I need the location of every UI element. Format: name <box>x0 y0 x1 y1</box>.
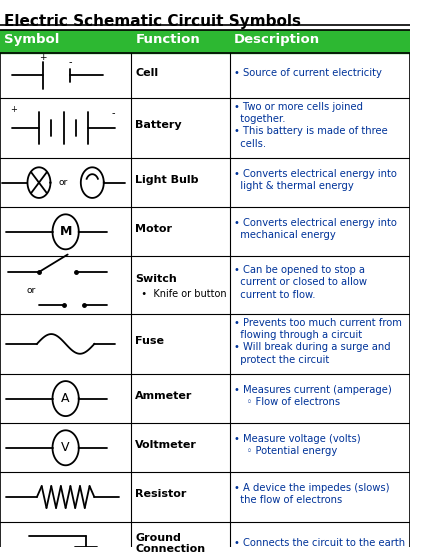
Text: or: or <box>59 178 68 187</box>
Polygon shape <box>27 167 51 198</box>
Text: • Measures current (amperage)
    ◦ Flow of electrons: • Measures current (amperage) ◦ Flow of … <box>234 385 392 407</box>
Polygon shape <box>52 214 79 249</box>
Text: M: M <box>59 225 72 238</box>
Text: • Connects the circuit to the earth: • Connects the circuit to the earth <box>234 538 405 548</box>
Polygon shape <box>52 381 79 416</box>
Text: Switch: Switch <box>135 274 177 284</box>
Text: -: - <box>69 57 72 67</box>
Text: • Two or more cells joined
  together.
• This battery is made of three
  cells.: • Two or more cells joined together. • T… <box>234 102 388 149</box>
Text: Ammeter: Ammeter <box>135 391 193 401</box>
Text: Cell: Cell <box>135 68 158 78</box>
Text: • Measure voltage (volts)
    ◦ Potential energy: • Measure voltage (volts) ◦ Potential en… <box>234 434 361 456</box>
Text: +: + <box>39 53 47 63</box>
Text: Symbol: Symbol <box>4 33 59 47</box>
Text: Resistor: Resistor <box>135 490 187 500</box>
Text: • Source of current electricity: • Source of current electricity <box>234 68 382 78</box>
Polygon shape <box>52 430 79 465</box>
Text: Light Bulb: Light Bulb <box>135 175 199 185</box>
Text: Motor: Motor <box>135 224 172 234</box>
Polygon shape <box>81 167 104 198</box>
Text: •  Knife or button: • Knife or button <box>135 289 227 299</box>
Text: • Converts electrical energy into
  mechanical energy: • Converts electrical energy into mechan… <box>234 218 397 240</box>
Text: V: V <box>61 441 70 455</box>
Text: -: - <box>111 108 115 118</box>
Text: • Can be opened to stop a
  current or closed to allow
  current to flow.: • Can be opened to stop a current or clo… <box>234 265 367 300</box>
Text: Battery: Battery <box>135 120 182 130</box>
Text: Fuse: Fuse <box>135 336 164 346</box>
Bar <box>0 30 410 53</box>
Text: • A device the impedes (slows)
  the flow of electrons: • A device the impedes (slows) the flow … <box>234 483 389 506</box>
Text: • Converts electrical energy into
  light & thermal energy: • Converts electrical energy into light … <box>234 169 397 191</box>
Text: Voltmeter: Voltmeter <box>135 440 197 450</box>
Text: A: A <box>61 392 70 405</box>
Text: • Prevents too much current from
  flowing through a circuit
• Will break during: • Prevents too much current from flowing… <box>234 317 402 365</box>
Text: Description: Description <box>234 33 320 47</box>
Text: or: or <box>26 286 35 295</box>
Text: Electric Schematic Circuit Symbols: Electric Schematic Circuit Symbols <box>4 14 301 29</box>
Text: Function: Function <box>135 33 200 47</box>
Text: Ground
Connection: Ground Connection <box>135 533 205 554</box>
Text: +: + <box>10 105 17 114</box>
